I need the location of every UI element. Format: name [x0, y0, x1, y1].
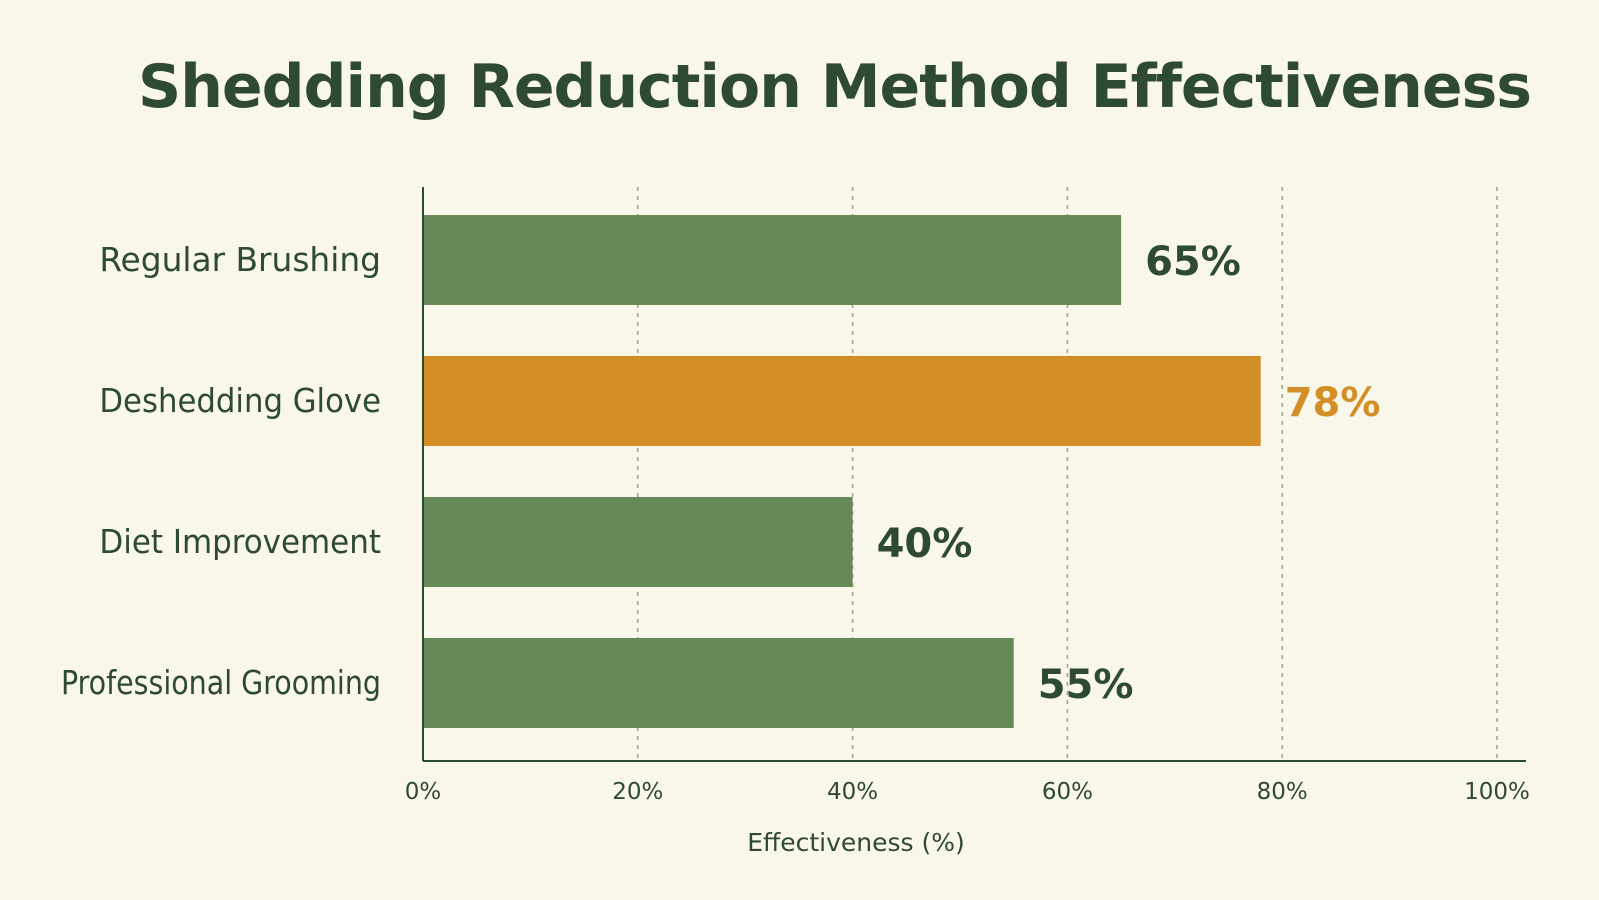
x-tick-label: 60% — [1042, 779, 1093, 805]
value-label: 65% — [1145, 239, 1241, 285]
x-axis-title: Effectiveness (%) — [747, 828, 965, 857]
category-label: Deshedding Glove — [99, 381, 381, 420]
category-label: Diet Improvement — [99, 522, 381, 561]
x-tick-label: 0% — [405, 779, 442, 805]
value-label: 78% — [1285, 380, 1381, 426]
axes — [422, 187, 1526, 762]
category-labels: Regular Brushing Deshedding Glove Diet Imp… — [61, 240, 381, 702]
category-label: Professional Grooming — [61, 663, 381, 702]
bar-diet-improvement — [423, 497, 853, 587]
bar-professional-grooming — [423, 638, 1014, 728]
value-labels: 65% 78% 40% 55% — [877, 239, 1381, 708]
value-label: 55% — [1038, 662, 1134, 708]
bars — [423, 215, 1261, 728]
bar-deshedding-glove — [423, 356, 1261, 446]
x-tick-label: 100% — [1464, 779, 1530, 805]
x-tick-label: 20% — [612, 779, 663, 805]
bar-regular-brushing — [423, 215, 1122, 305]
chart-title: Shedding Reduction Method Effectiveness — [137, 52, 1532, 122]
category-label: Regular Brushing — [99, 240, 381, 279]
x-tick-label: 40% — [827, 779, 878, 805]
value-label: 40% — [877, 521, 973, 567]
x-tick-labels: 0% 20% 40% 60% 80% 100% — [405, 779, 1530, 805]
x-tick-label: 80% — [1257, 779, 1308, 805]
